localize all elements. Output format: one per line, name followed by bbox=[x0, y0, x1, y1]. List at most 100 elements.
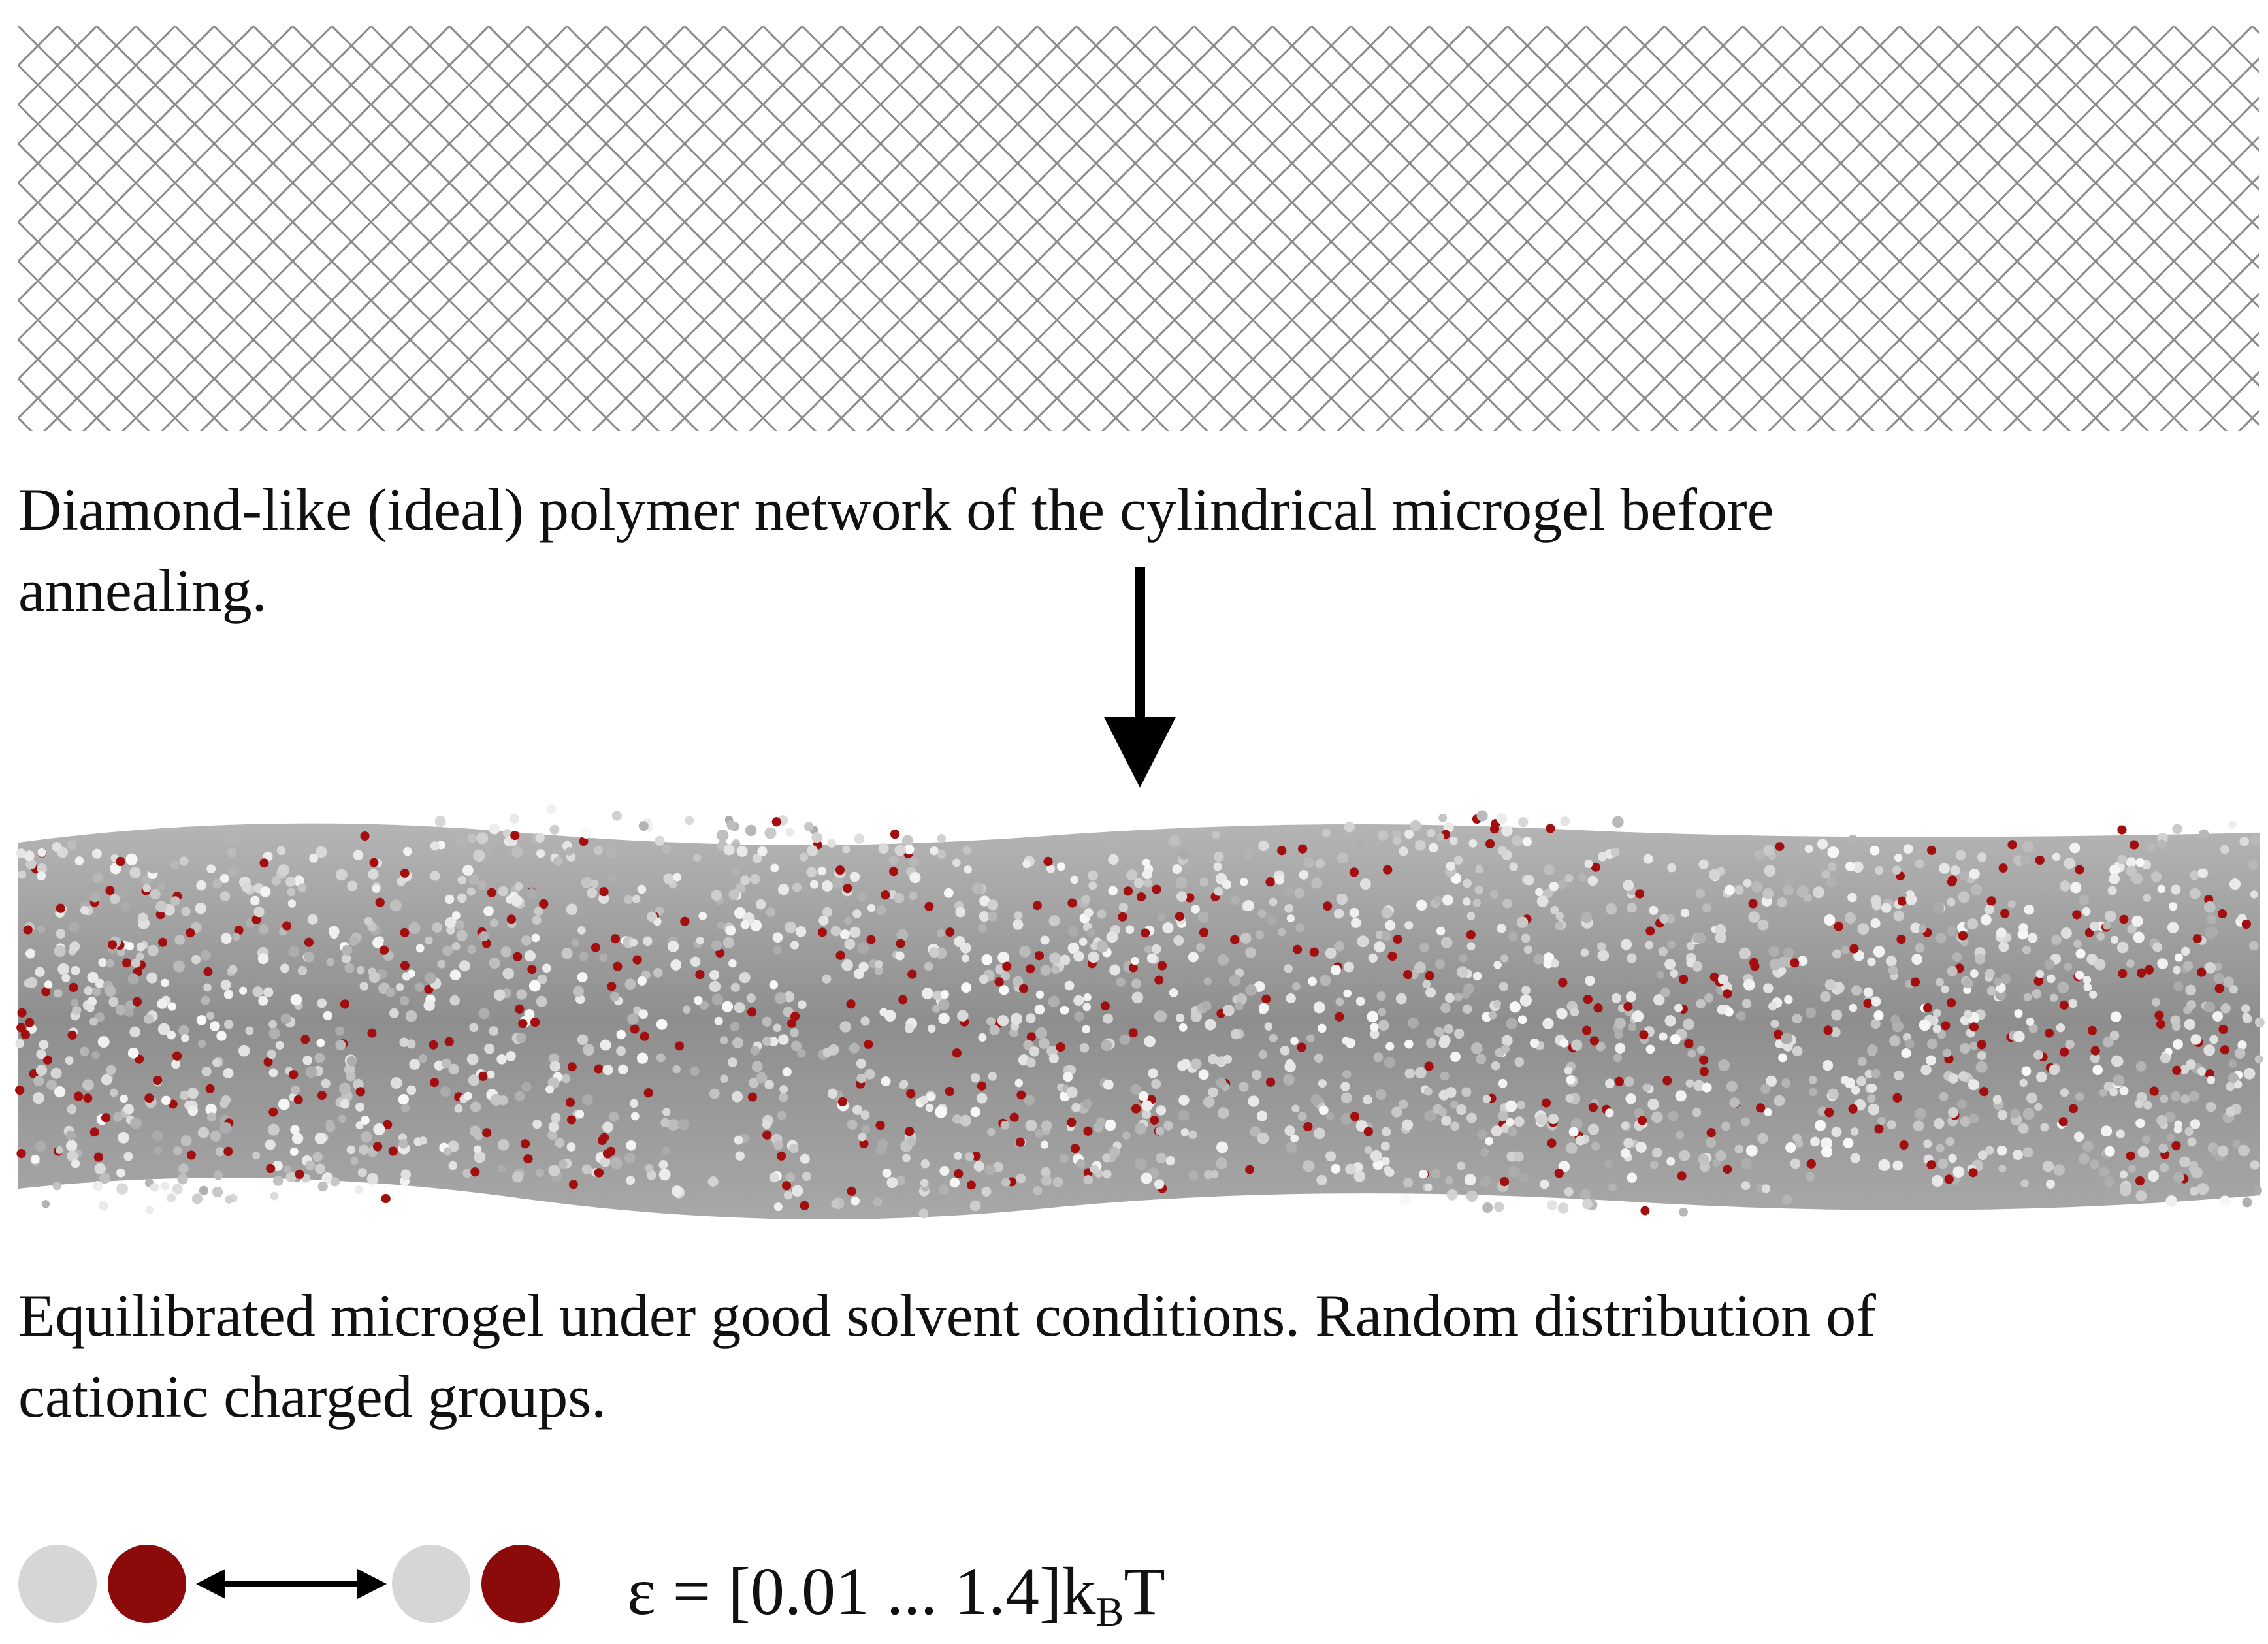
neutral-bead bbox=[1067, 926, 1078, 937]
neutral-bead bbox=[1000, 1121, 1010, 1130]
charged-bead bbox=[782, 1181, 792, 1191]
charged-bead bbox=[889, 867, 898, 877]
charged-bead bbox=[1591, 862, 1600, 872]
charged-bead bbox=[1403, 970, 1413, 980]
neutral-bead bbox=[239, 986, 248, 995]
neutral-bead bbox=[844, 938, 856, 950]
neutral-bead bbox=[146, 1206, 154, 1214]
neutral-bead bbox=[415, 982, 425, 992]
charged-bead bbox=[293, 1095, 303, 1104]
neutral-bead bbox=[170, 896, 180, 906]
neutral-bead bbox=[2105, 911, 2116, 922]
neutral-bead bbox=[1564, 874, 1574, 882]
neutral-bead bbox=[408, 922, 421, 934]
neutral-bead bbox=[938, 1184, 949, 1195]
neutral-bead bbox=[469, 1125, 481, 1137]
neutral-bead bbox=[769, 1172, 779, 1183]
neutral-bead bbox=[1026, 1057, 1036, 1068]
neutral-bead bbox=[1108, 886, 1118, 895]
neutral-bead bbox=[1441, 937, 1453, 948]
neutral-bead bbox=[1959, 870, 1969, 881]
neutral-bead bbox=[1734, 885, 1744, 895]
neutral-bead bbox=[1941, 985, 1949, 993]
neutral-bead bbox=[860, 1016, 870, 1026]
neutral-bead bbox=[1968, 1079, 1979, 1091]
neutral-bead bbox=[561, 948, 573, 959]
neutral-bead bbox=[74, 856, 84, 865]
neutral-bead bbox=[1001, 1178, 1011, 1187]
neutral-bead bbox=[1564, 1066, 1572, 1075]
neutral-bead bbox=[1721, 1121, 1730, 1131]
neutral-bead bbox=[197, 1127, 210, 1138]
neutral-bead bbox=[2033, 1050, 2043, 1060]
neutral-bead bbox=[1785, 1142, 1796, 1153]
neutral-bead bbox=[1877, 1117, 1886, 1125]
charged-bead bbox=[1016, 1090, 1026, 1100]
neutral-bead bbox=[766, 907, 776, 917]
neutral-bead bbox=[305, 1066, 317, 1078]
charged-bead bbox=[515, 1004, 525, 1014]
neutral-bead bbox=[1958, 1071, 1969, 1082]
charged-bead bbox=[300, 1035, 310, 1044]
neutral-bead bbox=[1784, 995, 1793, 1005]
neutral-bead bbox=[1297, 1112, 1307, 1121]
neutral-bead bbox=[757, 846, 768, 857]
neutral-bead bbox=[1177, 1060, 1188, 1071]
neutral-bead bbox=[662, 844, 672, 854]
neutral-bead bbox=[618, 1064, 628, 1074]
neutral-bead bbox=[1612, 816, 1624, 828]
neutral-bead bbox=[106, 959, 115, 968]
neutral-bead bbox=[1903, 844, 1913, 854]
neutral-bead bbox=[797, 1049, 806, 1058]
neutral-bead bbox=[711, 890, 722, 901]
neutral-bead bbox=[1356, 997, 1365, 1006]
neutral-bead bbox=[1022, 860, 1031, 869]
neutral-bead bbox=[2146, 843, 2156, 852]
neutral-bead bbox=[1239, 1082, 1249, 1092]
neutral-bead bbox=[1804, 845, 1813, 853]
charged-bead bbox=[2084, 927, 2094, 937]
neutral-bead bbox=[1326, 1112, 1335, 1121]
neutral-bead bbox=[2049, 1064, 2060, 1075]
charged-bead bbox=[373, 1142, 383, 1152]
neutral-bead bbox=[1157, 912, 1165, 921]
charged-bead bbox=[360, 831, 370, 841]
neutral-bead bbox=[882, 1169, 892, 1178]
neutral-bead bbox=[929, 947, 939, 958]
neutral-bead bbox=[284, 1165, 292, 1174]
charged-bead bbox=[864, 1039, 873, 1049]
charged-bead bbox=[89, 1127, 99, 1137]
neutral-bead bbox=[52, 1182, 61, 1191]
charged-bead bbox=[1293, 944, 1303, 954]
neutral-bead bbox=[1948, 1107, 1959, 1118]
neutral-bead bbox=[1939, 863, 1950, 874]
charged-bead bbox=[1009, 1112, 1019, 1122]
neutral-bead bbox=[1311, 877, 1322, 889]
neutral-bead bbox=[210, 1021, 220, 1031]
neutral-bead bbox=[257, 953, 269, 965]
neutral-bead bbox=[1476, 1054, 1487, 1065]
neutral-bead bbox=[2243, 1068, 2256, 1080]
neutral-bead bbox=[783, 1007, 794, 1018]
neutral-bead bbox=[494, 989, 506, 1001]
neutral-bead bbox=[735, 1151, 745, 1161]
neutral-bead bbox=[355, 1103, 364, 1112]
neutral-bead bbox=[178, 1025, 189, 1036]
neutral-bead bbox=[1308, 976, 1317, 986]
charged-bead bbox=[1265, 877, 1275, 887]
neutral-bead bbox=[1947, 966, 1958, 976]
neutral-bead bbox=[1385, 920, 1396, 931]
neutral-bead bbox=[1851, 985, 1862, 996]
charged-bead bbox=[568, 1180, 578, 1189]
neutral-bead bbox=[2022, 1108, 2035, 1120]
neutral-bead bbox=[1190, 1058, 1202, 1070]
neutral-bead bbox=[1325, 866, 1335, 876]
neutral-bead bbox=[301, 1174, 311, 1183]
neutral-bead bbox=[839, 1021, 851, 1033]
neutral-bead bbox=[1519, 1172, 1529, 1183]
charged-bead bbox=[1335, 1012, 1344, 1022]
neutral-bead bbox=[1591, 1142, 1600, 1151]
neutral-bead bbox=[2022, 945, 2031, 954]
neutral-bead bbox=[445, 916, 457, 929]
neutral-bead bbox=[1284, 964, 1293, 973]
